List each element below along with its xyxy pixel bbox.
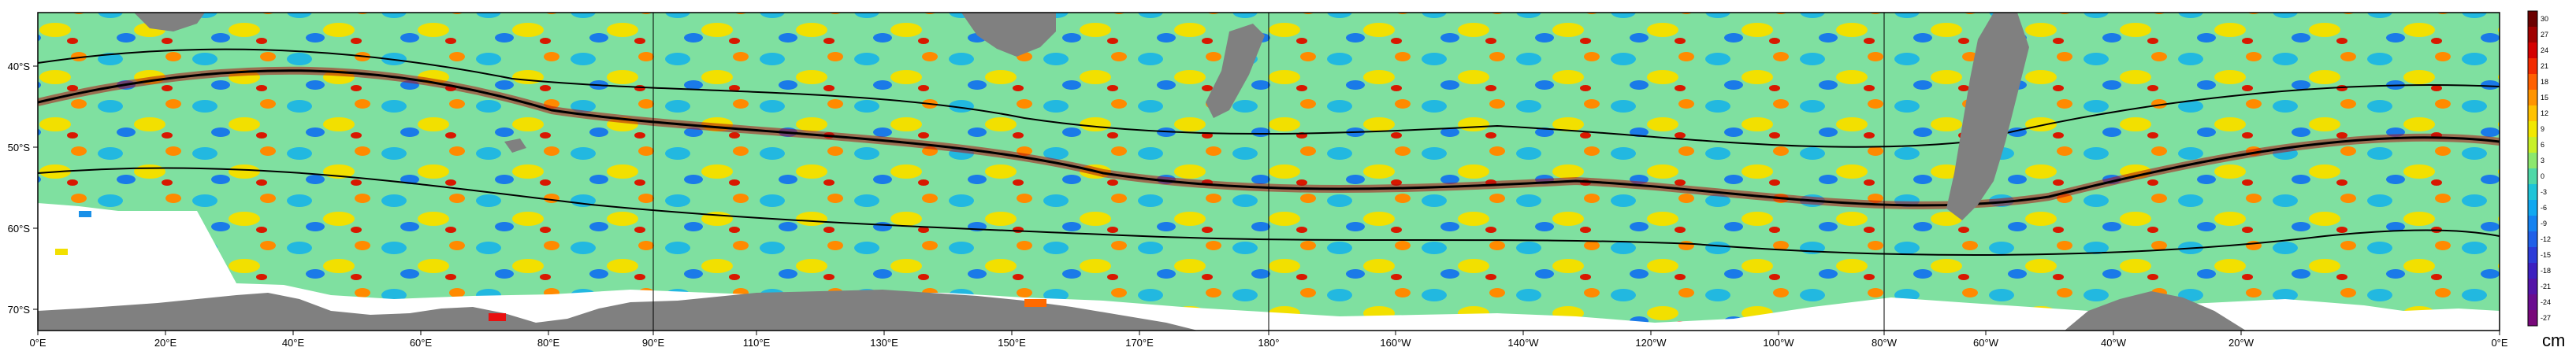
latitude-axis: 40°S 50°S 60°S 70°S: [8, 61, 38, 316]
lat-tick-label: 40°S: [8, 61, 31, 72]
colorbar-label: -12: [2541, 235, 2551, 243]
colorbar-label: -6: [2541, 204, 2547, 212]
lon-tick-label: 150°E: [998, 337, 1026, 349]
colorbar-label: 27: [2541, 31, 2548, 39]
ice-shelf-marker: [55, 249, 68, 255]
lon-tick-label: 170°E: [1125, 337, 1154, 349]
africa-land: [134, 13, 205, 31]
colorbar-swatch: [2528, 200, 2537, 216]
colorbar-label: 30: [2541, 15, 2548, 23]
antarctica-land: [38, 290, 1198, 331]
colorbar-swatch: [2528, 121, 2537, 138]
lon-tick-label: 110°E: [743, 337, 771, 349]
colorbar-label: -9: [2541, 220, 2547, 227]
colorbar-label: -3: [2541, 188, 2547, 196]
colorbar-label: -27: [2541, 314, 2551, 322]
lat-tick-label: 50°S: [8, 142, 31, 153]
colorbar-swatch: [2528, 137, 2537, 153]
colorbar-swatch: [2528, 231, 2537, 248]
colorbar-swatch: [2528, 184, 2537, 201]
lon-tick-label: 20°E: [154, 337, 177, 349]
lon-tick-label: 160°W: [1380, 337, 1411, 349]
new-zealand-land: [1206, 24, 1265, 118]
colorbar-unit: cm: [2542, 331, 2565, 350]
land-masses: [38, 13, 2246, 331]
south-america-land: [1946, 13, 2029, 220]
colorbar-label: 6: [2541, 141, 2544, 149]
colorbar-swatch: [2528, 168, 2537, 185]
contour-line: [38, 167, 2500, 256]
lat-tick-label: 60°S: [8, 223, 31, 235]
colorbar-swatch: [2528, 58, 2537, 75]
lon-tick-label: 40°W: [2101, 337, 2127, 349]
colorbar: 302724211815129630-3-6-9-12-15-18-21-24-…: [2527, 10, 2551, 327]
acc-front-contour: [38, 69, 2500, 207]
colorbar-label: 0: [2541, 172, 2544, 180]
colorbar-label: -18: [2541, 267, 2551, 275]
colorbar-swatch: [2528, 11, 2537, 28]
lon-tick-label: 100°W: [1763, 337, 1794, 349]
colorbar-label: -24: [2541, 298, 2551, 306]
colorbar-swatch: [2528, 263, 2537, 279]
lon-tick-label: 0°E: [2491, 337, 2507, 349]
colorbar-label: 15: [2541, 94, 2548, 102]
colorbar-swatch: [2528, 105, 2537, 122]
longitude-axis: 0°E 20°E 40°E 60°E 80°E 90°E 110°E 130°E 150°E 17…: [29, 331, 2508, 349]
colorbar-swatch: [2528, 27, 2537, 43]
lon-tick-label: 20°W: [2228, 337, 2254, 349]
colorbar-swatch: [2528, 90, 2537, 106]
colorbar-label: 12: [2541, 109, 2548, 117]
colorbar-label: 24: [2541, 46, 2548, 54]
colorbar-label: 3: [2541, 157, 2544, 164]
colorbar-frame: [2527, 10, 2538, 327]
lon-tick-label: 80°E: [537, 337, 560, 349]
antarctic-peninsula-land: [2065, 291, 2246, 331]
colorbar-swatch: [2528, 247, 2537, 264]
colorbar-label: -15: [2541, 251, 2551, 259]
colorbar-swatch: [2528, 216, 2537, 232]
lon-tick-label: 60°W: [1973, 337, 1999, 349]
lon-tick-label: 90°E: [642, 337, 665, 349]
colorbar-swatch: [2528, 153, 2537, 169]
colorbar-label: 9: [2541, 125, 2544, 133]
lon-tick-label: 140°W: [1507, 337, 1539, 349]
lon-tick-label: 0°E: [29, 337, 46, 349]
lat-tick-label: 70°S: [8, 304, 31, 316]
lon-tick-label: 130°E: [870, 337, 898, 349]
ice-shelf-marker: [489, 313, 506, 321]
contour-line: [38, 48, 2500, 148]
ice-shelf-marker: [1024, 299, 1046, 307]
lon-tick-label: 180°: [1258, 337, 1280, 349]
colorbar-label: 21: [2541, 62, 2548, 70]
lon-tick-label: 80°W: [1872, 337, 1898, 349]
colorbar-label: 18: [2541, 78, 2548, 86]
colorbar-swatch: [2528, 310, 2537, 327]
colorbar-label: -21: [2541, 283, 2551, 290]
colorbar-swatch: [2528, 294, 2537, 311]
kerguelen-island: [504, 139, 526, 153]
ice-shelf-marker: [79, 211, 91, 217]
lon-tick-label: 40°E: [282, 337, 305, 349]
australia-land: [961, 13, 1056, 57]
colorbar-swatch: [2528, 42, 2537, 59]
colorbar-swatch: [2528, 279, 2537, 295]
lon-tick-label: 60°E: [410, 337, 433, 349]
lon-tick-label: 120°W: [1635, 337, 1667, 349]
colorbar-swatch: [2528, 74, 2537, 91]
